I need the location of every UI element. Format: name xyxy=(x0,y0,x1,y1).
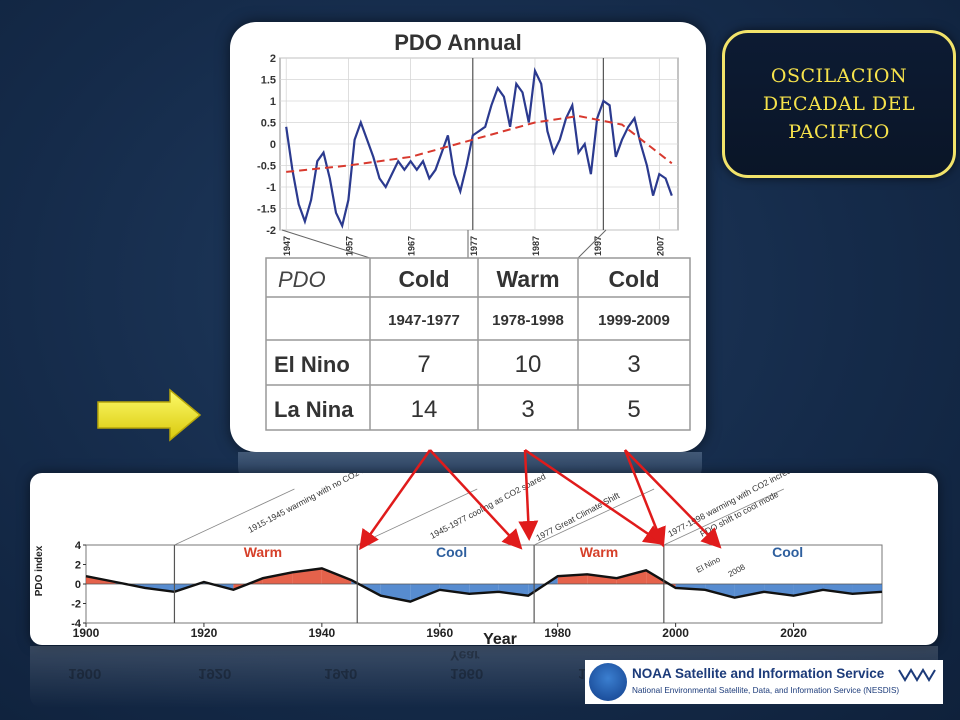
y-tick-label: -0.5 xyxy=(257,161,276,173)
x-tick-label: 2000 xyxy=(662,626,689,640)
cool-fill xyxy=(823,584,853,594)
noaa-logo-icon xyxy=(589,663,627,701)
cool-fill xyxy=(764,584,794,596)
table-period-3: 1999-2009 xyxy=(598,312,670,329)
red-arrow xyxy=(624,449,722,549)
y-tick-label: 0 xyxy=(75,579,81,591)
noaa-subtitle: National Environmental Satellite, Data, … xyxy=(632,686,900,695)
table-period-1: 1947-1977 xyxy=(388,312,460,329)
y-tick-label: -4 xyxy=(71,618,82,630)
table-cell: 7 xyxy=(417,351,430,378)
table-header-cold-2: Cold xyxy=(608,266,659,292)
y-tick-label: 4 xyxy=(75,540,82,552)
red-arrow xyxy=(518,449,539,541)
pdo-index-panel: 4 2 0 -2 -4 1900 1920 1940 1960 1980 2000 2020 Warm C… xyxy=(30,473,938,645)
cool-fill xyxy=(115,582,145,588)
y-tick-label: 2 xyxy=(270,53,276,65)
cool-fill xyxy=(439,584,470,594)
annotation-leader xyxy=(663,488,785,546)
x-tick-label: 1977 xyxy=(469,236,479,256)
y-axis-label: PDO index xyxy=(34,545,45,596)
cool-fill xyxy=(705,584,735,598)
x-tick-label: 1920 xyxy=(191,626,218,640)
warm-fill xyxy=(587,574,617,584)
y-tick-label: -1.5 xyxy=(257,204,276,216)
table-header-pdo: PDO xyxy=(278,267,326,292)
red-arrow xyxy=(359,449,432,551)
slide-title-box: OSCILACION DECADAL DEL PACIFICO xyxy=(722,30,956,178)
pdo-index-line xyxy=(85,567,883,603)
pdo-enso-table: PDO Cold Warm Cold 1947-1977 1978-1998 1… xyxy=(265,257,691,431)
annotation-leader xyxy=(533,488,655,546)
x-tick-label: 1967 xyxy=(407,236,417,256)
regime-label: Cool xyxy=(436,544,467,560)
table-header-warm: Warm xyxy=(496,266,559,292)
regime-label: Cool xyxy=(772,544,803,560)
warm-fill xyxy=(616,570,647,584)
y-tick-label: -2 xyxy=(71,599,81,611)
table-cell: 3 xyxy=(627,351,640,378)
cool-fill xyxy=(410,584,440,602)
table-header-cold: Cold xyxy=(398,266,449,292)
waves-icon xyxy=(898,668,936,682)
chart-title: PDO Annual xyxy=(394,30,522,55)
red-arrow xyxy=(429,449,523,550)
noaa-banner: NOAA Satellite and Information Service N… xyxy=(585,660,943,704)
y-tick-label: -1 xyxy=(266,182,276,194)
trend-line-series xyxy=(286,114,673,173)
x-axis-label: Year xyxy=(483,631,517,645)
y-tick-label: 0 xyxy=(270,139,276,151)
x-tick-label: 2007 xyxy=(655,236,665,256)
pdo-line-series xyxy=(285,67,673,229)
red-arrow xyxy=(623,449,666,548)
slide-title: OSCILACION DECADAL DEL PACIFICO xyxy=(762,65,916,143)
y-tick-label: 1 xyxy=(270,96,276,108)
table-row-label-el-nino: El Nino xyxy=(274,352,350,377)
table-cell: 14 xyxy=(411,396,438,423)
x-tick-label: 1947 xyxy=(282,236,292,256)
noaa-agency-name: NOAA Satellite and Information Service xyxy=(632,666,885,681)
pdo-annual-panel: PDO Annual 2 1.5 1 0.5 0 -0.5 -1 -1.5 -2 1947 1957… xyxy=(230,22,706,452)
table-cell: 5 xyxy=(627,396,640,423)
x-tick-label: 1957 xyxy=(344,236,354,256)
y-tick-label: 1.5 xyxy=(261,75,276,87)
x-tick-label: 1900 xyxy=(73,626,100,640)
x-tick-label: 1987 xyxy=(531,236,541,256)
y-tick-label: 0.5 xyxy=(261,118,276,130)
cool-fill xyxy=(498,584,529,596)
cool-fill xyxy=(793,584,824,596)
cool-fill xyxy=(734,584,765,598)
y-tick-label: -2 xyxy=(266,225,276,237)
pdo-annual-chart: PDO Annual 2 1.5 1 0.5 0 -0.5 -1 -1.5 -2 1947 1957… xyxy=(257,30,691,431)
right-arrow-icon xyxy=(97,388,202,442)
table-period-2: 1978-1998 xyxy=(492,312,564,329)
x-tick-label: 1997 xyxy=(593,236,603,256)
regime-label: Warm xyxy=(580,544,618,560)
table-cell: 3 xyxy=(521,396,534,423)
regime-label: Warm xyxy=(244,544,282,560)
connector-line xyxy=(281,229,371,259)
annotation-leader xyxy=(174,488,295,546)
red-arrow xyxy=(524,448,665,545)
table-cell: 10 xyxy=(515,351,542,378)
y-tick-label: 2 xyxy=(75,560,81,572)
x-tick-label: 1940 xyxy=(309,626,336,640)
warm-fill xyxy=(262,572,293,584)
x-tick-label: 1960 xyxy=(426,626,453,640)
connector-line xyxy=(577,229,607,259)
table-row-label-la-nina: La Nina xyxy=(274,397,354,422)
x-tick-label: 1980 xyxy=(544,626,571,640)
x-tick-label: 2020 xyxy=(780,626,807,640)
